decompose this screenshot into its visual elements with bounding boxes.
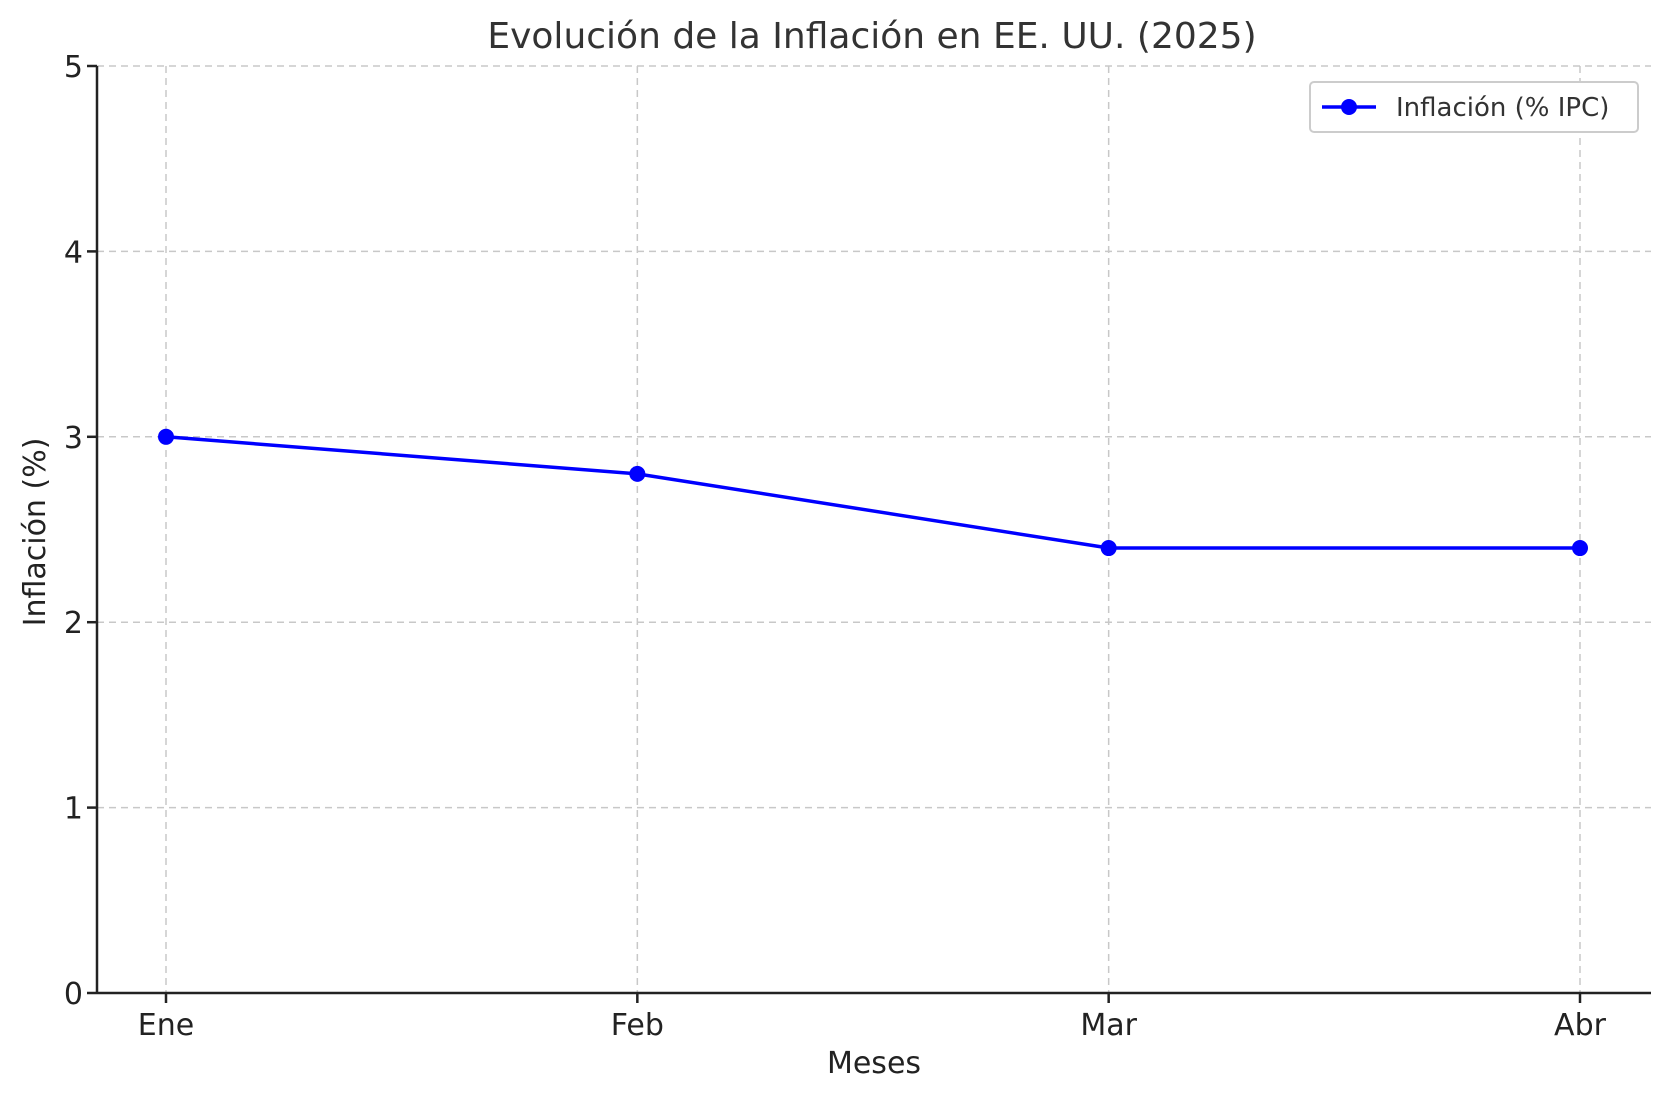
series-line [165, 435, 1580, 550]
x-axis-label: Meses [827, 1046, 921, 1081]
data-point [1100, 540, 1117, 557]
data-point [158, 428, 174, 445]
chart-title: Evolución de la Inflación en EE. UU. (20… [487, 16, 1256, 57]
data-point [1572, 540, 1588, 557]
y-tick-label: 4 [64, 235, 83, 270]
x-tick-label: Feb [611, 1008, 664, 1043]
y-tick-label: 3 [64, 421, 83, 456]
y-tick-label: 1 [64, 792, 83, 827]
x-tick-label: Abr [1554, 1008, 1607, 1043]
grid-layer [97, 65, 1651, 994]
axes-layer: 0 1 2 3 4 5 Ene Feb Mar Abr [64, 50, 1651, 1043]
legend: Inflación (% IPC) [1309, 81, 1639, 133]
series-layer [158, 428, 1588, 557]
data-point [629, 465, 646, 482]
legend-box [1309, 81, 1639, 133]
y-axis-label: Inflación (%) [18, 438, 53, 627]
x-tick-label: Mar [1080, 1008, 1137, 1043]
y-tick-label: 2 [64, 606, 83, 641]
y-tick-label: 5 [64, 50, 83, 85]
x-tick-label: Ene [138, 1008, 194, 1043]
y-tick-label: 0 [64, 977, 83, 1012]
legend-label: Inflación (% IPC) [1396, 93, 1609, 123]
legend-marker [1341, 99, 1357, 115]
